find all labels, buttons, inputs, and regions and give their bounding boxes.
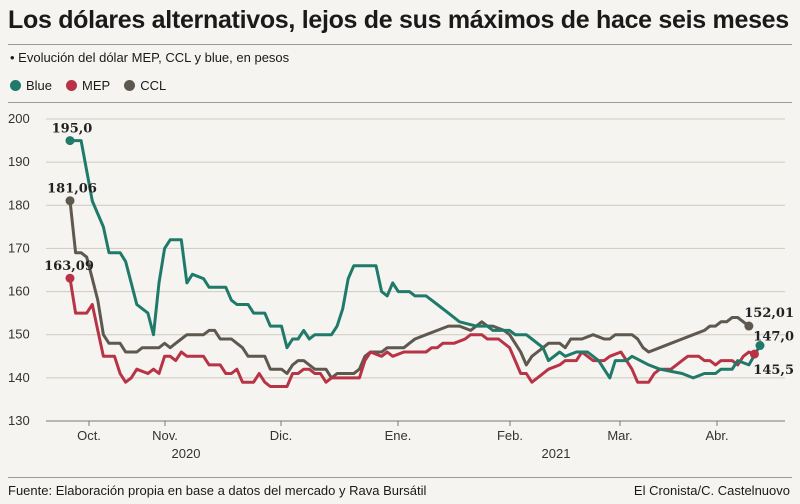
data-label-blue-end: 147,0	[753, 330, 794, 345]
chart-subtitle: • Evolución del dólar MEP, CCL y blue, e…	[10, 50, 290, 65]
legend-item-mep: MEP	[66, 78, 110, 93]
credit-note: El Cronista/C. Castelnuovo	[633, 483, 790, 498]
legend-marker-mep	[66, 80, 78, 91]
x-tick-label-oct: Oct.	[77, 428, 101, 443]
data-label-ccl-start: 181,06	[47, 182, 97, 197]
legend-label-blue: Blue	[26, 78, 53, 93]
series-line-blue	[70, 139, 762, 380]
y-tick-label-170: 170	[8, 240, 30, 255]
source-note: Fuente: Elaboración propia en base a dat…	[8, 483, 427, 498]
year-label-2020: 2020	[172, 446, 201, 461]
y-tick-label-200: 200	[8, 111, 30, 126]
year-label-2021: 2021	[542, 446, 571, 461]
start-marker-mep	[65, 273, 75, 283]
x-tick-label-mar: Mar.	[607, 428, 632, 443]
series-line-ccl	[68, 200, 750, 380]
chart-title: Los dólares alternativos, lejos de sus m…	[8, 6, 789, 34]
y-tick-label-150: 150	[8, 327, 30, 342]
y-tick-label-130: 130	[8, 413, 30, 428]
data-label-ccl-end: 152,01	[744, 306, 794, 321]
end-marker-ccl	[744, 321, 754, 331]
legend-item-ccl: CCL	[124, 78, 166, 93]
footer-divider	[8, 477, 792, 478]
start-marker-ccl	[65, 196, 75, 206]
x-tick-label-ene: Ene.	[385, 428, 412, 443]
series-line-mep	[68, 277, 755, 388]
legend-label-ccl: CCL	[140, 78, 167, 93]
end-marker-blue	[755, 341, 765, 350]
start-marker-blue	[65, 136, 75, 146]
x-tick-label-feb: Feb.	[497, 428, 523, 443]
legend-marker-ccl	[124, 80, 136, 91]
data-label-mep-start: 163,09	[44, 259, 94, 274]
data-label-mep-end: 145,5	[753, 363, 794, 378]
legend: Blue MEP CCL	[10, 78, 166, 93]
data-label-blue-start: 195,0	[52, 122, 93, 137]
y-tick-label-140: 140	[8, 370, 30, 385]
legend-marker-blue	[10, 80, 21, 91]
x-tick-label-abr: Abr.	[705, 428, 728, 443]
legend-item-blue: Blue	[10, 78, 52, 93]
x-tick-label-nov: Nov.	[152, 428, 178, 443]
legend-label-mep: MEP	[82, 78, 111, 93]
end-marker-mep	[749, 349, 759, 359]
x-tick-label-dic: Dic.	[270, 428, 292, 443]
y-tick-label-180: 180	[8, 197, 30, 212]
title-divider	[8, 44, 792, 45]
y-tick-label-190: 190	[8, 154, 30, 169]
legend-divider	[8, 102, 792, 103]
y-tick-label-160: 160	[8, 284, 30, 299]
